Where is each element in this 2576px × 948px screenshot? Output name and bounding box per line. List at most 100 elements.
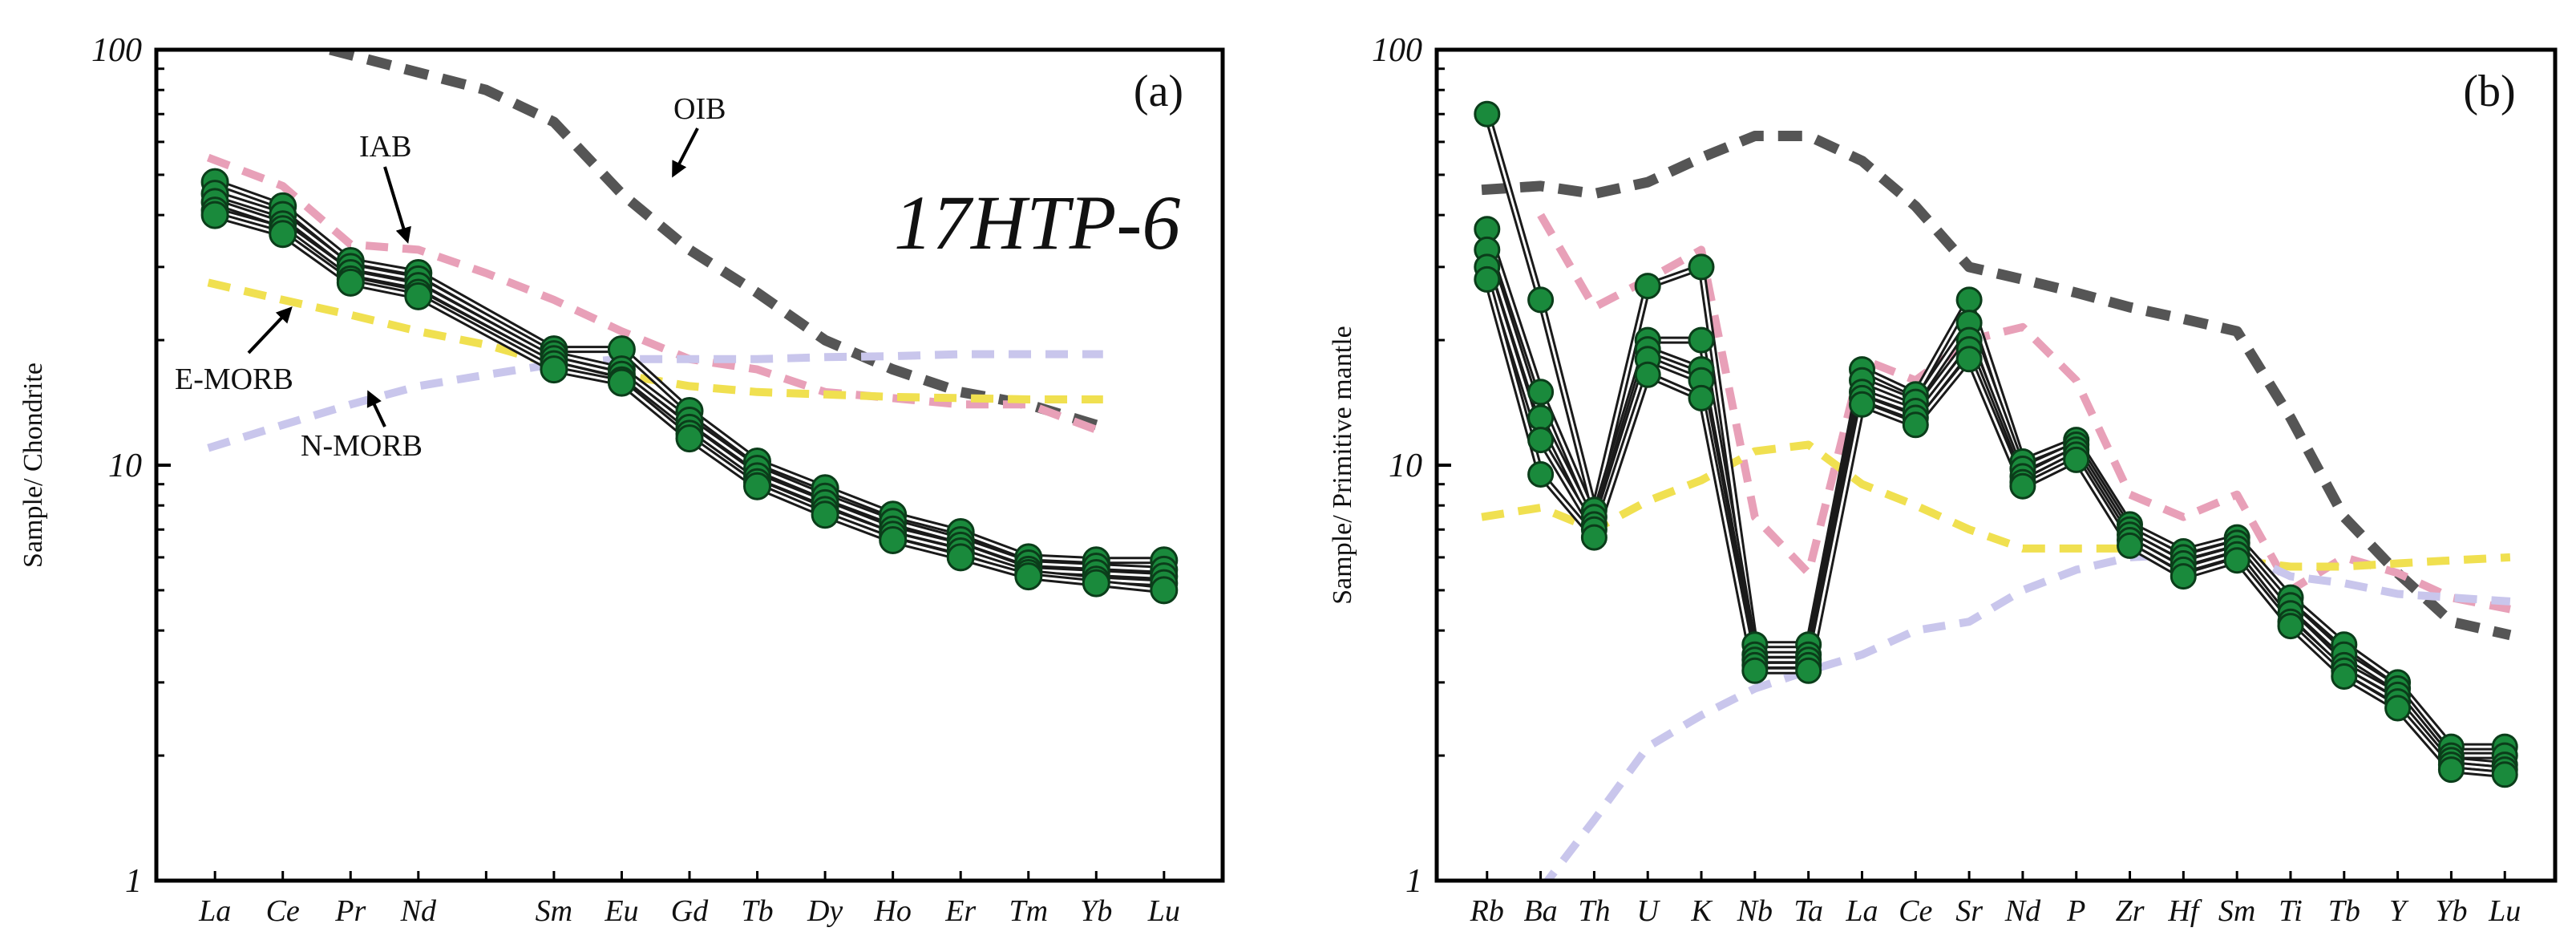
sample-point xyxy=(1527,427,1555,454)
x-tick-label: Pr xyxy=(334,894,366,928)
sample-point xyxy=(2063,446,2090,473)
y-tick-label: 10 xyxy=(1389,448,1422,484)
annotation-oib-arrow xyxy=(672,128,699,178)
sample-point xyxy=(743,472,771,500)
sample-point xyxy=(1474,265,1501,293)
annotation-oib: OIB xyxy=(673,92,726,126)
x-tick-label: Yb xyxy=(1080,894,1112,928)
sample-point xyxy=(1955,286,1983,314)
sample-point xyxy=(336,268,365,297)
sample-point xyxy=(269,220,297,249)
x-tick-label: Sr xyxy=(1955,894,1983,928)
panel-b-label: (b) xyxy=(2463,67,2515,116)
x-tick-label: Hf xyxy=(2167,894,2202,928)
reference-line-n-morb xyxy=(207,350,1103,452)
panel-a-sample-markers xyxy=(200,168,1179,605)
x-tick-label: Eu xyxy=(604,894,638,928)
y-tick-label: 1 xyxy=(125,863,142,900)
annotation-iab-arrow xyxy=(383,166,411,244)
sample-point xyxy=(675,424,704,453)
sample-point xyxy=(1082,569,1110,598)
x-tick-label: Sm xyxy=(2218,894,2255,928)
y-tick-label: 10 xyxy=(108,448,142,484)
sample-point xyxy=(1580,524,1607,551)
x-tick-label: Tb xyxy=(2328,894,2360,928)
panel-a-chart: 1 10 100 La Ce Pr Nd Sm Eu Gd Tb Dy Ho Er Tm Yb Lu Samp… xyxy=(18,32,1225,928)
x-tick-label: K xyxy=(1690,894,1713,928)
x-tick-label: Nd xyxy=(2004,894,2041,928)
x-tick-label: U xyxy=(1636,894,1660,928)
sample-point xyxy=(2009,472,2036,500)
panel-a-label: (a) xyxy=(1134,67,1183,116)
panel-b-y-ticks: 1 10 100 xyxy=(1372,32,1451,900)
y-tick-label: 100 xyxy=(1372,32,1422,69)
x-tick-label: La xyxy=(1845,894,1878,928)
sample-point xyxy=(1688,384,1715,411)
x-tick-label: Yb xyxy=(2435,894,2467,928)
annotation-e-morb: E-MORB xyxy=(175,363,293,396)
panel-b-plot-area xyxy=(1437,50,2555,881)
x-tick-label: Sm xyxy=(536,894,572,928)
x-tick-label: Rb xyxy=(1470,894,1504,928)
x-tick-label: Ho xyxy=(873,894,911,928)
sample-point xyxy=(2331,663,2358,690)
sample-point xyxy=(607,368,636,397)
x-tick-label: Y xyxy=(2389,894,2409,928)
panel-a-plot-area xyxy=(156,50,1223,881)
sample-point xyxy=(2117,532,2143,559)
x-tick-label: Nd xyxy=(400,894,437,928)
panel-b-chart: 1 10 100 Rb Ba Th U K Nb Ta La Ce Sr Nd P Zr Hf Sm Ti Tb Y Y… xyxy=(1328,32,2558,928)
panel-b-y-axis-label: Sample/ Primitive mantle xyxy=(1328,326,1357,605)
reference-line-e-morb xyxy=(1481,440,2511,571)
x-tick-label: Dy xyxy=(807,894,843,928)
annotation-iab: IAB xyxy=(359,130,411,164)
x-tick-label: P xyxy=(2066,894,2085,928)
sample-point xyxy=(1955,346,1983,373)
x-tick-label: Ti xyxy=(2279,894,2303,928)
sample-point xyxy=(1741,657,1769,684)
panel-b-x-ticks: Rb Ba Th U K Nb Ta La Ce Sr Nd P Zr Hf Sm Ti Tb Y Yb Lu xyxy=(1470,871,2521,928)
sample-point xyxy=(1527,379,1555,406)
sample-point xyxy=(1688,326,1715,354)
reference-line-oib xyxy=(1481,131,2512,641)
x-tick-label: Ta xyxy=(1793,894,1823,928)
sample-point xyxy=(1902,411,1929,439)
sample-point xyxy=(879,526,908,554)
x-tick-label: Ce xyxy=(266,894,300,928)
sample-point xyxy=(1527,286,1555,314)
sample-point xyxy=(2223,547,2250,574)
sample-point xyxy=(1634,273,1661,300)
x-tick-label: Th xyxy=(1578,894,1610,928)
y-tick-label: 100 xyxy=(91,32,142,69)
sample-point xyxy=(1634,361,1661,388)
annotation-n-morb-arrow xyxy=(366,390,386,427)
y-tick-label: 1 xyxy=(1405,863,1422,900)
sample-point xyxy=(1688,253,1715,281)
reference-line-iab xyxy=(1537,213,2511,614)
sample-point xyxy=(1150,576,1179,605)
sample-point xyxy=(2170,563,2197,590)
reference-line-n-morb xyxy=(1543,547,2511,881)
sample-point xyxy=(811,500,839,529)
x-tick-label: Zr xyxy=(2116,894,2145,928)
sample-point xyxy=(2384,695,2412,722)
sample-point xyxy=(1527,404,1555,431)
x-tick-label: Ba xyxy=(1523,894,1557,928)
sample-point xyxy=(540,355,568,384)
x-tick-label: Er xyxy=(944,894,976,928)
sample-point xyxy=(1849,391,1875,418)
sample-point xyxy=(200,201,229,229)
sample-point xyxy=(404,282,433,310)
annotation-n-morb: N-MORB xyxy=(301,429,423,463)
sample-point xyxy=(2491,761,2518,788)
x-tick-label: Ce xyxy=(1899,894,1932,928)
sample-point xyxy=(2277,613,2304,640)
panel-a-y-axis-label: Sample/ Chondrite xyxy=(18,363,48,568)
x-tick-label: Lu xyxy=(2488,894,2521,928)
reference-line-iab xyxy=(206,153,1105,436)
sample-point xyxy=(2437,756,2465,784)
x-tick-label: La xyxy=(198,894,231,928)
panel-a-sample-name: 17HTP-6 xyxy=(894,180,1180,265)
x-tick-label: Nb xyxy=(1737,894,1773,928)
